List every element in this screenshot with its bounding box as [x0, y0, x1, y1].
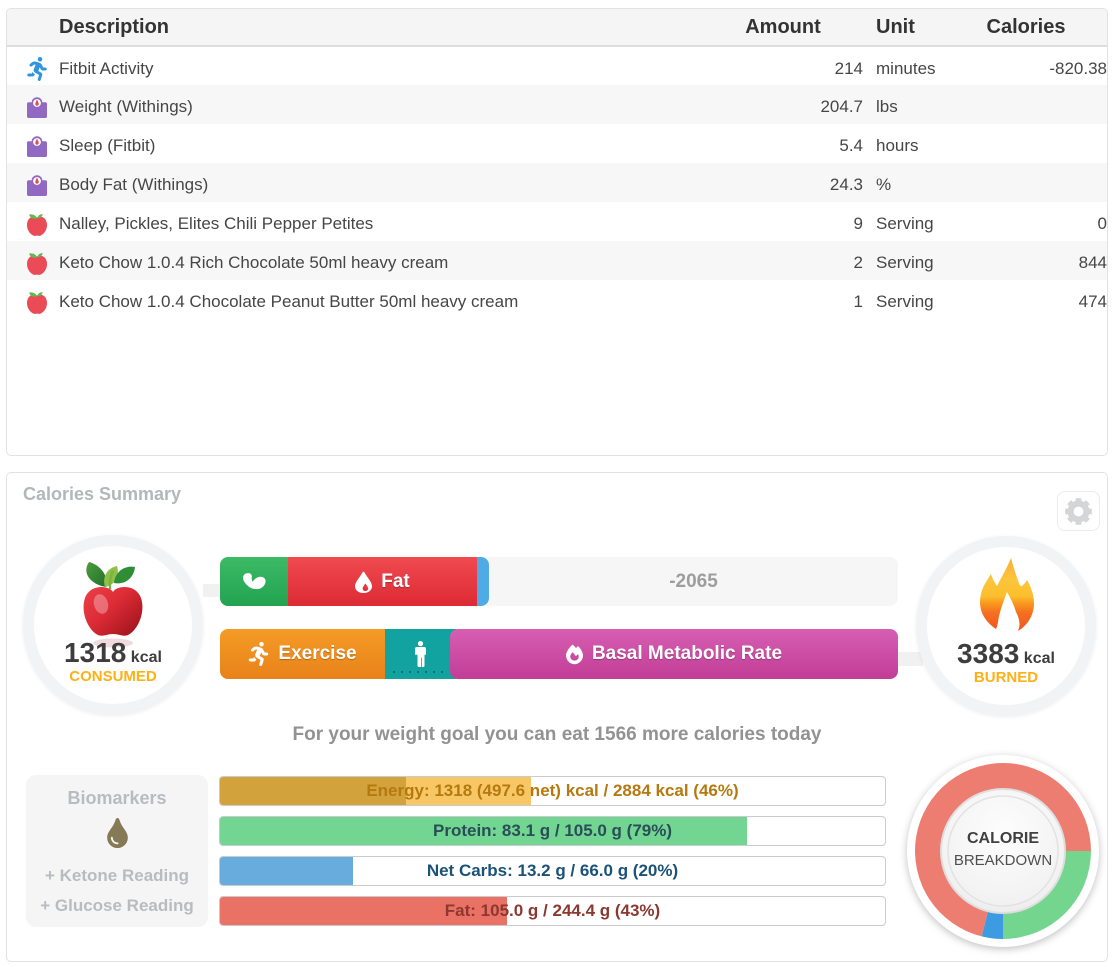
- svg-text:CALORIE: CALORIE: [967, 830, 1039, 847]
- svg-text:BREAKDOWN: BREAKDOWN: [954, 852, 1052, 869]
